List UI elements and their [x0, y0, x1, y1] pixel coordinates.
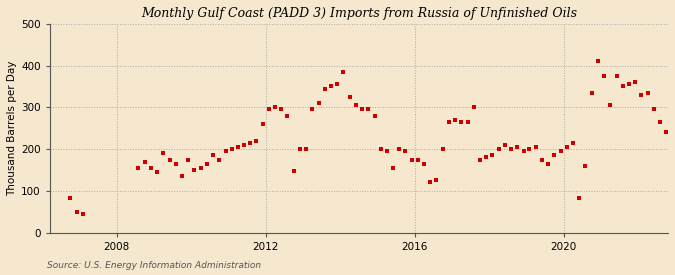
- Point: [369, 114, 380, 118]
- Point: [531, 145, 541, 149]
- Point: [524, 147, 535, 151]
- Point: [593, 59, 603, 64]
- Point: [599, 74, 610, 78]
- Point: [313, 101, 324, 105]
- Point: [232, 145, 243, 149]
- Point: [487, 153, 497, 158]
- Point: [636, 93, 647, 97]
- Point: [152, 170, 163, 174]
- Point: [443, 120, 454, 124]
- Point: [462, 120, 473, 124]
- Point: [580, 164, 591, 168]
- Point: [431, 178, 441, 183]
- Point: [387, 166, 398, 170]
- Point: [295, 147, 306, 151]
- Point: [661, 130, 672, 134]
- Point: [65, 196, 76, 200]
- Point: [263, 107, 274, 112]
- Point: [537, 157, 547, 162]
- Point: [195, 166, 206, 170]
- Point: [481, 155, 491, 160]
- Point: [189, 168, 200, 172]
- Point: [556, 149, 566, 153]
- Point: [356, 107, 367, 112]
- Point: [437, 147, 448, 151]
- Point: [251, 139, 262, 143]
- Point: [270, 105, 281, 109]
- Point: [319, 86, 330, 91]
- Point: [332, 82, 343, 87]
- Point: [549, 153, 560, 158]
- Point: [500, 143, 510, 147]
- Point: [245, 141, 256, 145]
- Point: [468, 105, 479, 109]
- Point: [642, 90, 653, 95]
- Point: [170, 161, 181, 166]
- Point: [164, 157, 175, 162]
- Point: [257, 122, 268, 126]
- Point: [276, 107, 287, 112]
- Point: [214, 157, 225, 162]
- Point: [518, 149, 529, 153]
- Point: [624, 82, 634, 87]
- Point: [617, 84, 628, 89]
- Point: [475, 157, 485, 162]
- Point: [344, 95, 355, 99]
- Point: [202, 161, 213, 166]
- Point: [239, 143, 250, 147]
- Point: [630, 80, 641, 84]
- Point: [506, 147, 516, 151]
- Point: [177, 174, 188, 178]
- Point: [282, 114, 293, 118]
- Point: [158, 151, 169, 155]
- Point: [612, 74, 622, 78]
- Point: [418, 161, 429, 166]
- Point: [543, 161, 554, 166]
- Point: [139, 160, 150, 164]
- Point: [394, 147, 404, 151]
- Point: [307, 107, 318, 112]
- Point: [562, 145, 572, 149]
- Point: [512, 145, 522, 149]
- Point: [375, 147, 386, 151]
- Point: [450, 118, 460, 122]
- Point: [220, 149, 231, 153]
- Point: [207, 153, 218, 158]
- Point: [300, 147, 311, 151]
- Point: [574, 196, 585, 200]
- Point: [146, 166, 157, 170]
- Point: [338, 70, 349, 74]
- Point: [412, 157, 423, 162]
- Title: Monthly Gulf Coast (PADD 3) Imports from Russia of Unfinished Oils: Monthly Gulf Coast (PADD 3) Imports from…: [141, 7, 577, 20]
- Point: [493, 147, 504, 151]
- Point: [605, 103, 616, 108]
- Point: [587, 90, 597, 95]
- Point: [133, 166, 144, 170]
- Point: [288, 169, 299, 173]
- Point: [226, 147, 237, 151]
- Text: Source: U.S. Energy Information Administration: Source: U.S. Energy Information Administ…: [47, 260, 261, 270]
- Point: [363, 107, 374, 112]
- Y-axis label: Thousand Barrels per Day: Thousand Barrels per Day: [7, 60, 17, 196]
- Point: [183, 157, 194, 162]
- Point: [381, 149, 392, 153]
- Point: [71, 210, 82, 214]
- Point: [350, 103, 361, 108]
- Point: [406, 157, 417, 162]
- Point: [325, 84, 336, 89]
- Point: [568, 141, 578, 145]
- Point: [649, 107, 659, 112]
- Point: [655, 120, 666, 124]
- Point: [400, 149, 411, 153]
- Point: [456, 120, 466, 124]
- Point: [77, 211, 88, 216]
- Point: [425, 180, 436, 185]
